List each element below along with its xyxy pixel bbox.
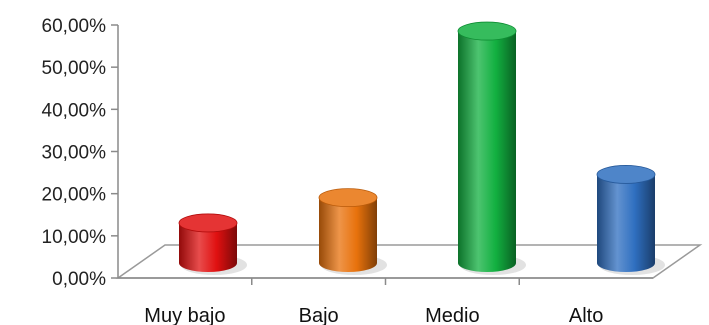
bar-bajo [318, 188, 387, 275]
x-tick-label: Muy bajo [144, 305, 225, 325]
bar-muy-bajo [178, 213, 247, 275]
y-tick-label: 10,00% [42, 227, 107, 248]
y-tick-label: 0,00% [52, 269, 106, 290]
x-tick-label: Medio [425, 305, 479, 325]
y-tick-label: 60,00% [42, 16, 107, 37]
axis-layer [111, 24, 653, 285]
x-tick-label: Bajo [299, 305, 339, 325]
bar-alto [596, 165, 665, 275]
y-tick-label: 20,00% [42, 185, 107, 206]
y-tick-label: 30,00% [42, 143, 107, 164]
bar-medio [457, 21, 526, 275]
y-tick-label: 40,00% [42, 100, 107, 121]
x-tick-label: Alto [569, 305, 603, 325]
y-tick-label: 50,00% [42, 58, 107, 79]
bars-layer [178, 21, 665, 275]
labels-layer: 0,00% 10,00% 20,00% 30,00% 40,00% 50,00% 60,00… [42, 16, 604, 325]
